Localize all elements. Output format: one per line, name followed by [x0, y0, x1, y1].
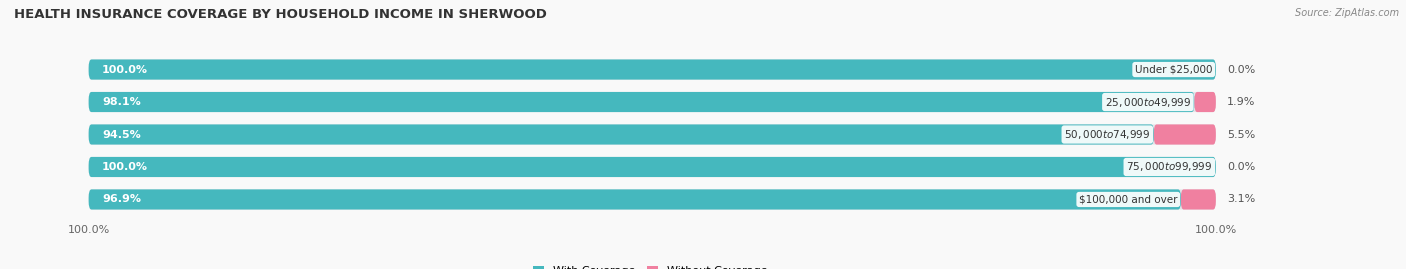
Text: $75,000 to $99,999: $75,000 to $99,999: [1126, 161, 1212, 174]
Text: 1.9%: 1.9%: [1227, 97, 1256, 107]
FancyBboxPatch shape: [1181, 189, 1216, 210]
FancyBboxPatch shape: [89, 125, 1216, 144]
Text: Source: ZipAtlas.com: Source: ZipAtlas.com: [1295, 8, 1399, 18]
FancyBboxPatch shape: [1195, 92, 1216, 112]
Text: 100.0%: 100.0%: [103, 65, 148, 75]
FancyBboxPatch shape: [89, 157, 1216, 177]
Text: 98.1%: 98.1%: [103, 97, 141, 107]
FancyBboxPatch shape: [89, 92, 1195, 112]
FancyBboxPatch shape: [89, 59, 1216, 80]
Text: $50,000 to $74,999: $50,000 to $74,999: [1064, 128, 1150, 141]
Legend: With Coverage, Without Coverage: With Coverage, Without Coverage: [529, 261, 772, 269]
FancyBboxPatch shape: [89, 92, 1216, 112]
FancyBboxPatch shape: [1154, 125, 1216, 144]
Text: 94.5%: 94.5%: [103, 129, 141, 140]
FancyBboxPatch shape: [89, 59, 1216, 80]
FancyBboxPatch shape: [89, 189, 1216, 210]
Text: $25,000 to $49,999: $25,000 to $49,999: [1105, 95, 1191, 108]
Text: 96.9%: 96.9%: [103, 194, 141, 204]
Text: 5.5%: 5.5%: [1227, 129, 1256, 140]
Text: 100.0%: 100.0%: [103, 162, 148, 172]
Text: HEALTH INSURANCE COVERAGE BY HOUSEHOLD INCOME IN SHERWOOD: HEALTH INSURANCE COVERAGE BY HOUSEHOLD I…: [14, 8, 547, 21]
FancyBboxPatch shape: [89, 157, 1216, 177]
Text: 0.0%: 0.0%: [1227, 162, 1256, 172]
Text: 0.0%: 0.0%: [1227, 65, 1256, 75]
Text: 3.1%: 3.1%: [1227, 194, 1256, 204]
FancyBboxPatch shape: [89, 189, 1181, 210]
FancyBboxPatch shape: [89, 125, 1154, 144]
Text: $100,000 and over: $100,000 and over: [1078, 194, 1177, 204]
Text: Under $25,000: Under $25,000: [1135, 65, 1212, 75]
